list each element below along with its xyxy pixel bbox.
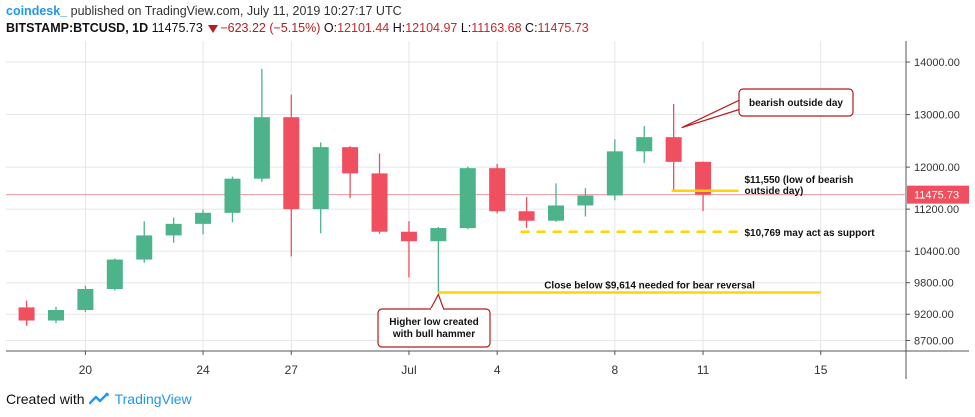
bearish-callout-text: bearish outside day bbox=[749, 98, 843, 109]
hammer-callout-box bbox=[377, 308, 491, 348]
low-value: 11163.68 bbox=[471, 21, 522, 35]
candle bbox=[253, 68, 270, 182]
y-tick-label: 12000.00 bbox=[914, 162, 960, 174]
y-tick-label: 11200.00 bbox=[914, 204, 959, 216]
y-tick-label: 8700.00 bbox=[914, 335, 954, 347]
candle bbox=[106, 258, 123, 291]
candle-body bbox=[636, 137, 653, 152]
open-value: 12101.44 bbox=[337, 21, 390, 35]
y-tick-label: 14000.00 bbox=[914, 57, 960, 69]
bear-reversal-label: Close below $9,614 needed for bear rever… bbox=[544, 280, 755, 291]
x-tick-label: 20 bbox=[79, 363, 93, 377]
high-label: H: bbox=[392, 21, 406, 35]
current-price-badge bbox=[907, 185, 969, 204]
candle bbox=[224, 176, 241, 223]
candle-body bbox=[136, 235, 153, 260]
y-tick-label: 9800.00 bbox=[914, 278, 954, 290]
candle-body bbox=[342, 147, 359, 174]
candle bbox=[489, 163, 506, 214]
down-arrow-icon bbox=[208, 24, 219, 33]
candle-body bbox=[606, 151, 623, 196]
candle-body bbox=[665, 137, 682, 162]
candle-body bbox=[371, 173, 388, 232]
symbol-label: BITSTAMP:BTCUSD, 1D bbox=[6, 21, 149, 35]
current-price-label: 11475.73 bbox=[914, 190, 959, 202]
created-with-text: Created with bbox=[6, 391, 85, 407]
candle-body bbox=[106, 259, 123, 289]
candle bbox=[548, 183, 564, 222]
y-tick-label: 10400.00 bbox=[914, 246, 960, 258]
tradingview-logo-icon bbox=[88, 392, 109, 405]
candle-body bbox=[18, 307, 35, 321]
price-change: −623.22 (−5.15%) bbox=[220, 21, 321, 35]
close-value: 11475.73 bbox=[537, 21, 589, 35]
open-label: O: bbox=[323, 21, 338, 35]
candle bbox=[459, 166, 476, 230]
candle-body bbox=[459, 168, 476, 229]
x-tick-label: 27 bbox=[285, 363, 299, 377]
candle bbox=[606, 139, 623, 201]
publish-info: coindesk_ published on TradingView.com, … bbox=[6, 4, 402, 18]
candle bbox=[371, 153, 388, 234]
candle-body bbox=[518, 211, 535, 221]
hammer-callout-line2: with bull hammer bbox=[392, 329, 475, 340]
x-tick-label: 8 bbox=[611, 363, 618, 377]
low-label-line2: outside day) bbox=[744, 186, 803, 197]
low-label: L: bbox=[460, 21, 472, 35]
candle bbox=[165, 217, 182, 243]
close-label: C: bbox=[525, 21, 538, 35]
candle-body bbox=[577, 195, 594, 206]
x-tick-label: 11 bbox=[697, 363, 710, 377]
candle-body bbox=[77, 289, 94, 311]
hammer-callout-join bbox=[431, 308, 443, 311]
last-price: 11475.73 bbox=[151, 21, 203, 35]
candle-body bbox=[489, 168, 506, 212]
candle bbox=[665, 104, 682, 191]
candle bbox=[636, 126, 653, 163]
high-value: 12104.97 bbox=[405, 21, 458, 35]
candlestick-chart[interactable]: $10,769 may act as support Close below $9… bbox=[6, 41, 969, 386]
bearish-callout-box bbox=[738, 88, 854, 117]
x-tick-label: 4 bbox=[494, 363, 501, 377]
x-tick-label: 15 bbox=[814, 363, 828, 377]
support-label: $10,769 may act as support bbox=[744, 228, 875, 239]
footer: Created with TradingView bbox=[6, 391, 192, 407]
candle-body bbox=[283, 117, 300, 210]
hammer-callout-line1: Higher low created bbox=[389, 317, 478, 328]
candle-body bbox=[430, 228, 447, 242]
x-tick-label: Jul bbox=[401, 363, 416, 377]
author-name[interactable]: coindesk_ bbox=[6, 4, 68, 18]
low-label-line1: $11,550 (low of bearish bbox=[744, 175, 853, 186]
ohlc-legend: BITSTAMP:BTCUSD, 1D 11475.73 −623.22 (−5… bbox=[6, 21, 589, 35]
candle bbox=[430, 227, 447, 293]
candle-body bbox=[695, 161, 712, 195]
candle bbox=[342, 146, 359, 199]
candle bbox=[400, 221, 417, 278]
tradingview-brand[interactable]: TradingView bbox=[114, 391, 192, 407]
candle bbox=[695, 161, 712, 212]
candle bbox=[136, 221, 153, 263]
candle bbox=[18, 300, 35, 326]
y-tick-label: 13000.00 bbox=[914, 110, 960, 122]
candle bbox=[48, 306, 64, 324]
candle bbox=[195, 209, 212, 235]
candle-body bbox=[48, 310, 64, 321]
candle-body bbox=[253, 117, 270, 179]
candle bbox=[518, 197, 535, 229]
candle-body bbox=[224, 178, 241, 213]
bearish-callout-join bbox=[740, 97, 746, 107]
publish-text: published on TradingView.com, July 11, 2… bbox=[67, 4, 402, 18]
candle-body bbox=[312, 147, 329, 210]
candle-body bbox=[195, 212, 212, 224]
candle-body bbox=[400, 231, 417, 242]
candle bbox=[283, 94, 300, 257]
candle-body bbox=[165, 223, 182, 236]
candle bbox=[77, 285, 94, 313]
x-tick-label: 24 bbox=[196, 363, 210, 377]
candle-body bbox=[548, 205, 564, 221]
candle bbox=[312, 142, 329, 234]
y-tick-label: 9200.00 bbox=[914, 309, 954, 321]
candle bbox=[577, 188, 594, 217]
